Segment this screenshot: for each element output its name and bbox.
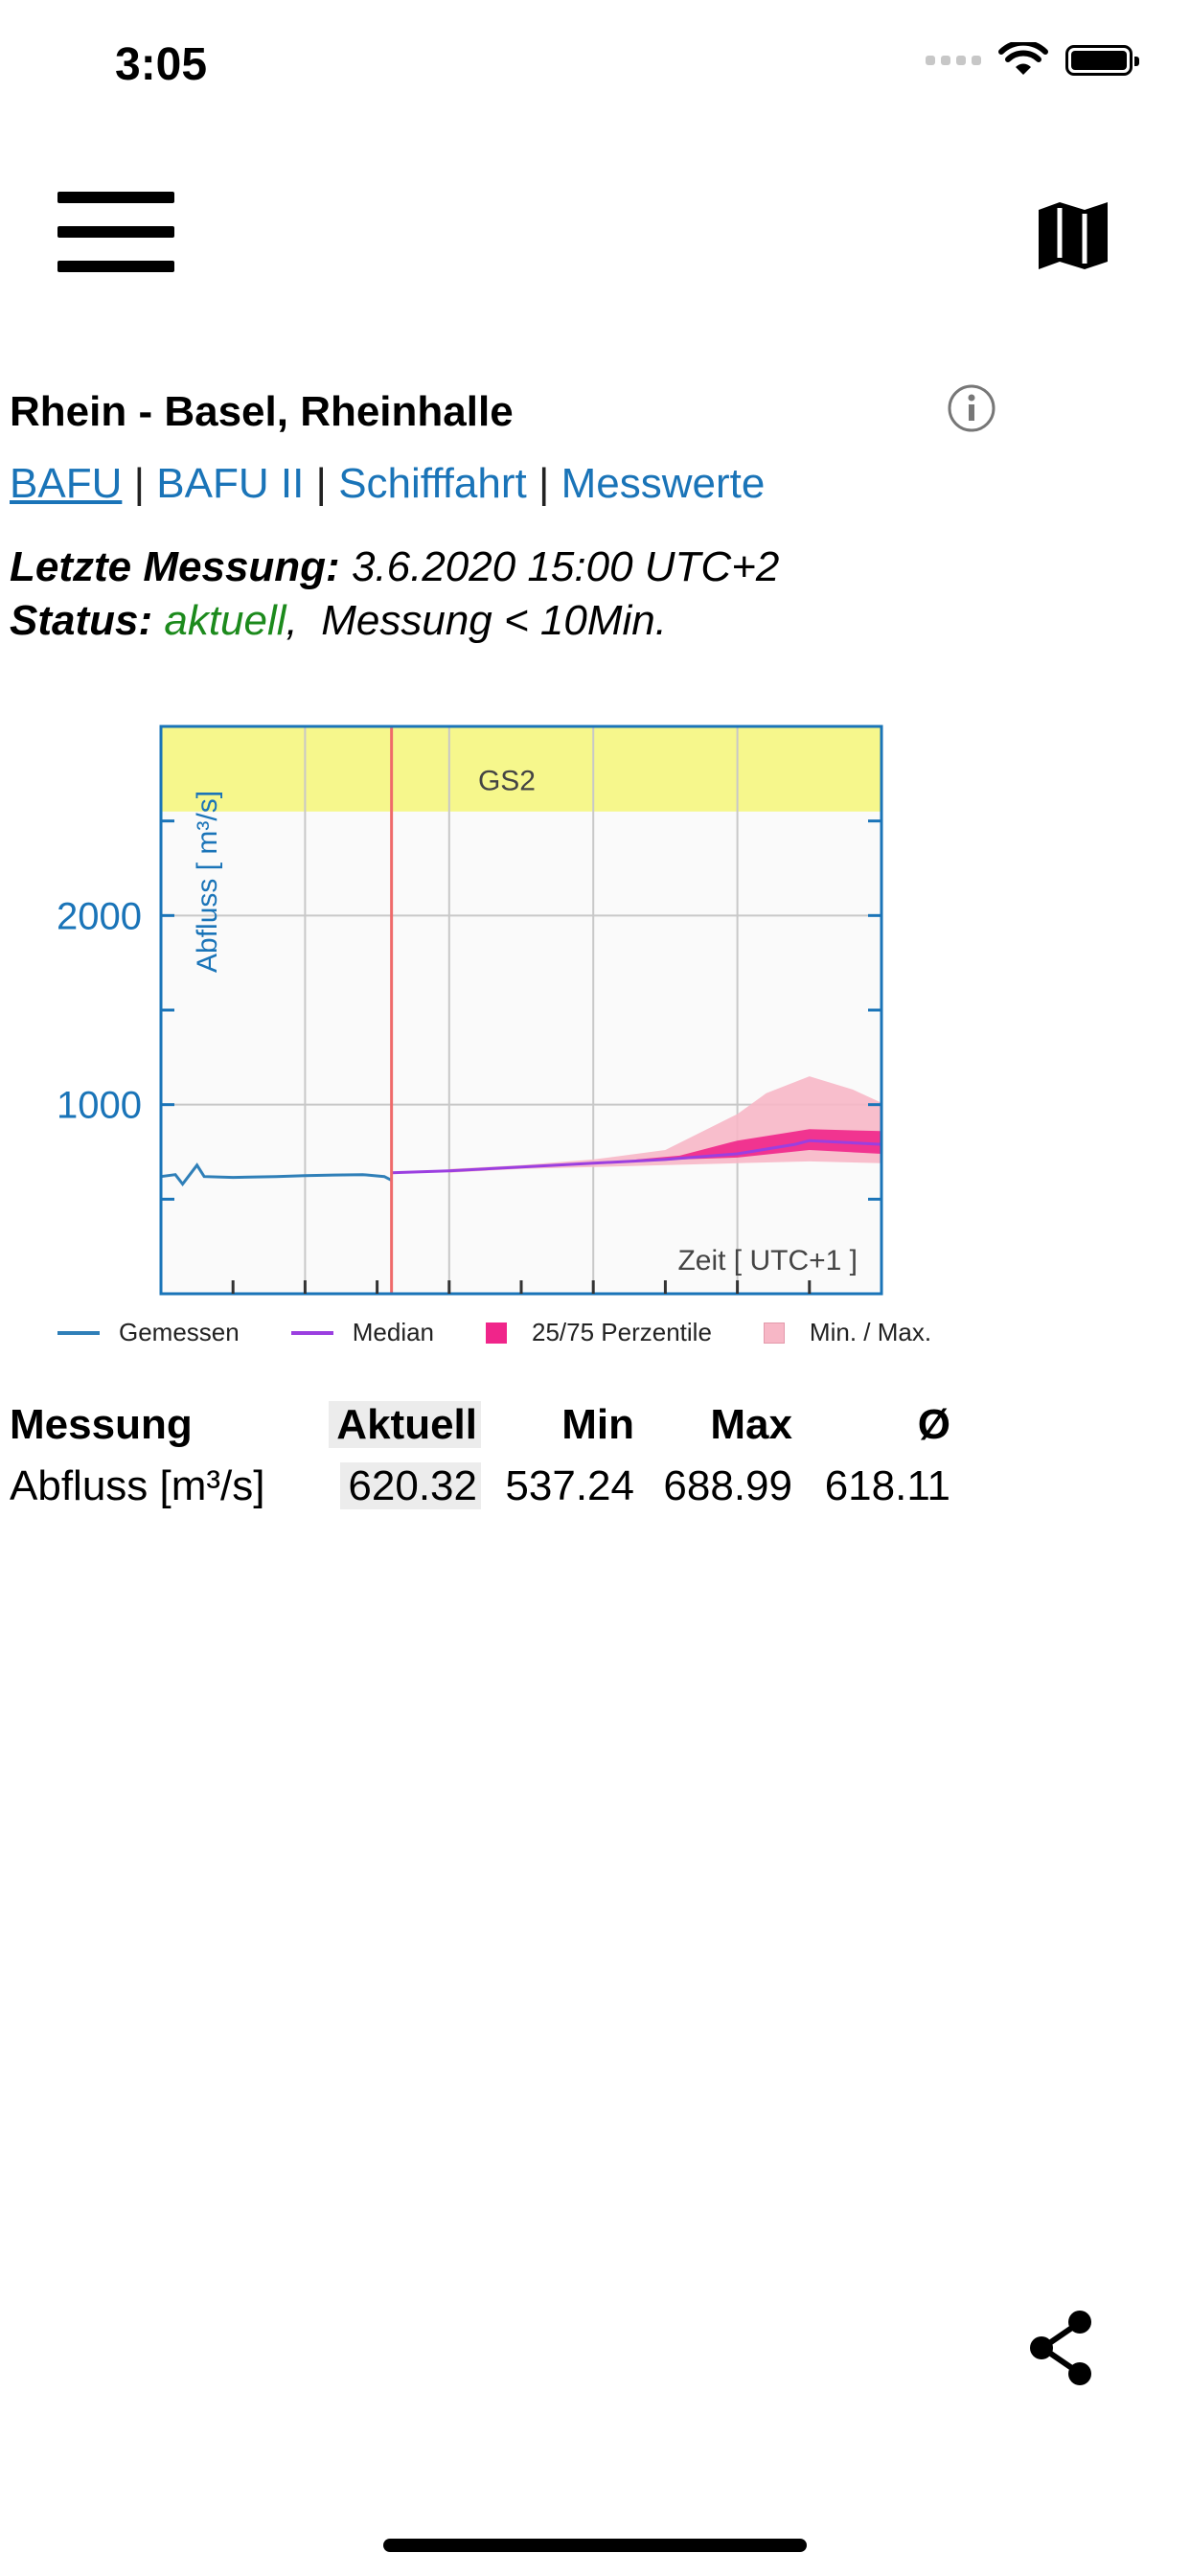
link-separator: | (315, 460, 327, 507)
chart-grid (161, 726, 881, 1294)
wifi-icon (998, 42, 1048, 75)
chart-ticks: 2000 1000 03.06 04.06 05.06 06.06 (57, 819, 881, 1313)
share-button[interactable] (1025, 2310, 1098, 2386)
last-measurement: Letzte Messung: 3.6.2020 15:00 UTC+2 (10, 543, 779, 591)
status-value: aktuell (164, 597, 286, 644)
legend-line-measured-icon (57, 1330, 100, 1335)
row-label: Abfluss [m³/s] (10, 1462, 265, 1509)
home-indicator (383, 2539, 807, 2552)
header-min: Min (561, 1401, 634, 1448)
status-label: Status: (10, 597, 153, 644)
cellular-signal-icon (926, 56, 981, 65)
legend-item-measured: Gemessen (57, 1318, 240, 1347)
y-tick-label: 2000 (57, 895, 142, 937)
x-tick-label: 04.06 (413, 1309, 485, 1313)
table-header-row: Messung Aktuell Min Max Ø (10, 1394, 950, 1456)
header-average: Ø (917, 1401, 950, 1448)
legend-item-percentile: 25/75 Perzentile (486, 1318, 712, 1347)
legend-item-median: Median (290, 1318, 435, 1347)
header-aktuell-label: Aktuell (329, 1401, 481, 1448)
discharge-chart: 2000 1000 03.06 04.06 05.06 06.06 GS2 Abfluss… (57, 724, 883, 1313)
station-title: Rhein - Basel, Rheinhalle (10, 388, 514, 435)
value-max: 688.99 (663, 1462, 792, 1509)
threshold-label: GS2 (478, 765, 536, 796)
y-axis-label: Abfluss [ m³/s] (192, 791, 223, 973)
measurement-table: Messung Aktuell Min Max Ø Abfluss [m³/s]… (10, 1394, 950, 1517)
median-line (391, 1138, 882, 1175)
x-tick-label: 06.06 (701, 1309, 773, 1313)
share-icon (1030, 2311, 1091, 2385)
value-average: 618.11 (824, 1462, 950, 1509)
link-separator: | (538, 460, 550, 507)
legend-box-minmax-icon (763, 1322, 785, 1344)
menu-button[interactable] (57, 192, 174, 272)
info-icon (948, 384, 995, 432)
link-bafu-ii[interactable]: BAFU II (156, 460, 305, 507)
status-indicators (926, 42, 1139, 79)
y-tick-label: 1000 (57, 1085, 142, 1127)
value-aktuell-text: 620.32 (340, 1462, 481, 1509)
last-measurement-label: Letzte Messung: (10, 543, 340, 590)
legend-box-percentile-icon (486, 1322, 508, 1344)
threshold-band (161, 726, 881, 812)
legend-label-median: Median (352, 1318, 435, 1346)
legend-label-percentile: 25/75 Perzentile (532, 1318, 712, 1346)
status-line: Status: aktuell, Messung < 10Min. (10, 597, 667, 644)
link-separator: | (133, 460, 146, 507)
link-schifffahrt[interactable]: Schifffahrt (338, 460, 527, 507)
legend-line-median-icon (290, 1330, 333, 1335)
legend-item-minmax: Min. / Max. (763, 1318, 932, 1347)
measured-line (160, 1162, 393, 1186)
battery-icon (1065, 45, 1139, 76)
x-axis-label: Zeit [ UTC+1 ] (677, 1245, 858, 1276)
header-aktuell: Aktuell (326, 1401, 481, 1449)
info-button[interactable] (947, 383, 996, 433)
link-bafu[interactable]: BAFU (10, 460, 123, 507)
value-min: 537.24 (505, 1462, 634, 1509)
map-icon (1039, 202, 1108, 269)
legend-label-minmax: Min. / Max. (809, 1318, 932, 1346)
map-button[interactable] (1035, 196, 1111, 273)
percentile-area (636, 1129, 881, 1162)
chart-legend: Gemessen Median 25/75 Perzentile Min. / … (57, 1318, 983, 1347)
last-measurement-value: 3.6.2020 15:00 UTC+2 (351, 543, 780, 590)
status-time: 3:05 (115, 39, 208, 90)
x-tick-label: 03.06 (269, 1309, 341, 1313)
x-tick-label: 05.06 (558, 1309, 629, 1313)
header-max: Max (710, 1401, 792, 1448)
chart-plot-background (161, 726, 881, 1294)
link-messwerte[interactable]: Messwerte (561, 460, 766, 507)
value-aktuell: 620.32 (326, 1462, 481, 1510)
header-messung: Messung (10, 1401, 193, 1448)
status-suffix: Messung < 10Min. (321, 597, 667, 644)
source-links: BAFU | BAFU II | Schifffahrt | Messwerte (10, 460, 765, 508)
legend-label-measured: Gemessen (119, 1318, 240, 1346)
table-row: Abfluss [m³/s] 620.32 537.24 688.99 618.… (10, 1456, 950, 1517)
